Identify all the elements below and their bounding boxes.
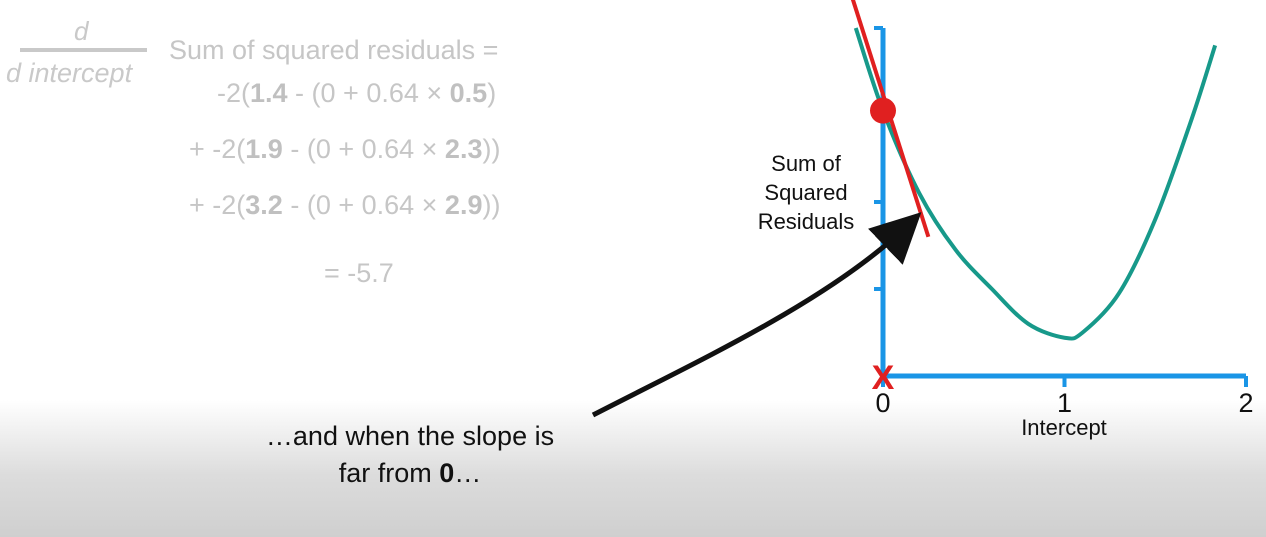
x-marker: X <box>872 359 895 397</box>
equation-title: Sum of squared residuals = <box>169 35 499 65</box>
y-axis-label-line: Squared <box>764 180 847 205</box>
equation-term-1: -2(1.4 - (0 + 0.64 × 0.5) <box>217 78 496 109</box>
x-tick-label: 0 <box>875 388 890 418</box>
term-middle: - (0 + 0.64 × <box>282 134 445 164</box>
y-axis-label-line: Residuals <box>758 209 855 234</box>
y-axis-label: Sum of Squared Residuals <box>758 151 855 234</box>
fraction-numerator: d <box>74 16 89 46</box>
term-prefix: + -2( <box>189 134 246 164</box>
caption-ellipsis: … <box>454 458 482 488</box>
term-prefix: -2( <box>217 78 250 108</box>
equation-term-3: + -2(3.2 - (0 + 0.64 × 2.9)) <box>189 190 500 221</box>
caption-text: far from <box>338 458 440 488</box>
term-suffix: )) <box>482 134 501 164</box>
caption-line-2: far from 0… <box>190 455 630 492</box>
term-suffix: ) <box>487 78 497 108</box>
caption-line-1: …and when the slope is <box>265 421 555 451</box>
chart-ticks <box>874 26 1248 387</box>
term-observed: 1.4 <box>250 78 288 108</box>
x-tick-labels: 0 1 2 <box>875 388 1253 418</box>
caption-bold-zero: 0 <box>439 458 455 488</box>
pointer-arrow <box>591 212 922 418</box>
term-x: 2.9 <box>444 190 483 220</box>
term-middle: - (0 + 0.64 × <box>287 78 450 108</box>
chart-axes <box>875 26 1246 379</box>
bottom-gradient-band <box>0 400 1266 537</box>
x-tick-label: 2 <box>1238 388 1253 418</box>
term-suffix: )) <box>482 190 501 220</box>
term-middle: - (0 + 0.64 × <box>282 190 445 220</box>
term-x: 2.3 <box>444 134 483 164</box>
term-observed: 1.9 <box>245 134 283 164</box>
term-prefix: + -2( <box>189 190 246 220</box>
fraction-bar <box>20 48 147 52</box>
fraction-denominator: d intercept <box>6 58 133 88</box>
current-point <box>870 97 896 124</box>
x-axis-label: Intercept <box>1021 415 1107 440</box>
caption: …and when the slope is far from 0… <box>190 418 630 492</box>
equation-result: = -5.7 <box>324 258 394 288</box>
term-observed: 3.2 <box>245 190 283 220</box>
y-axis-label-line: Sum of <box>771 151 842 176</box>
term-x: 0.5 <box>449 78 488 108</box>
equation-term-2: + -2(1.9 - (0 + 0.64 × 2.3)) <box>189 134 500 165</box>
x-tick-label: 1 <box>1057 388 1072 418</box>
